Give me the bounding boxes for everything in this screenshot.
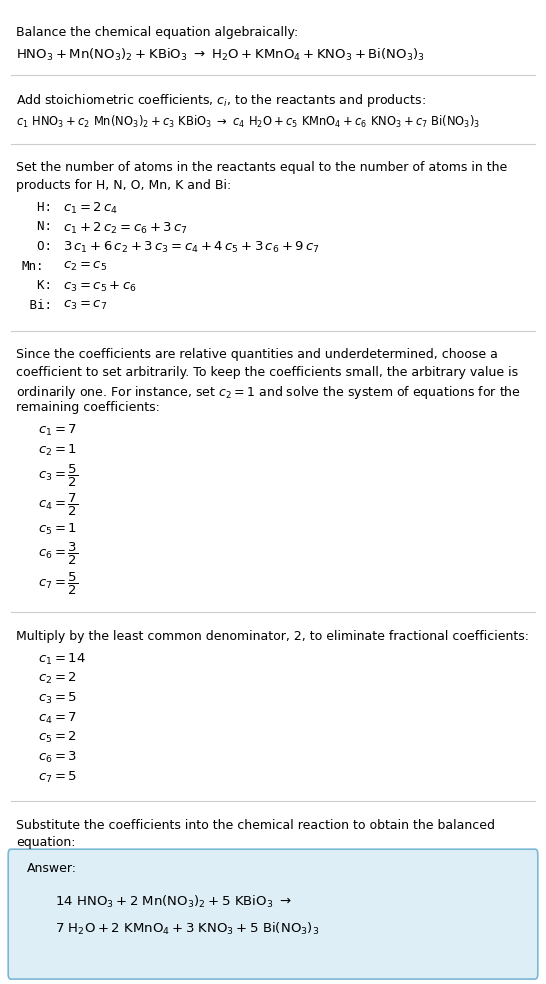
Text: $c_5 = 2$: $c_5 = 2$ — [38, 730, 77, 745]
Text: $c_6 = \dfrac{3}{2}$: $c_6 = \dfrac{3}{2}$ — [38, 541, 79, 568]
Text: $c_3 = c_7$: $c_3 = c_7$ — [63, 299, 107, 312]
Text: $3\,c_1 + 6\,c_2 + 3\,c_3 = c_4 + 4\,c_5 + 3\,c_6 + 9\,c_7$: $3\,c_1 + 6\,c_2 + 3\,c_3 = c_4 + 4\,c_5… — [63, 240, 319, 255]
Text: $c_5 = 1$: $c_5 = 1$ — [38, 522, 78, 536]
Text: remaining coefficients:: remaining coefficients: — [16, 401, 161, 414]
Text: $c_2 = 2$: $c_2 = 2$ — [38, 671, 77, 686]
Text: $c_1 = 7$: $c_1 = 7$ — [38, 423, 78, 438]
Text: $c_3 = \dfrac{5}{2}$: $c_3 = \dfrac{5}{2}$ — [38, 462, 79, 489]
Text: equation:: equation: — [16, 836, 76, 849]
Text: Balance the chemical equation algebraically:: Balance the chemical equation algebraica… — [16, 26, 299, 38]
Text: Add stoichiometric coefficients, $c_i$, to the reactants and products:: Add stoichiometric coefficients, $c_i$, … — [16, 92, 426, 109]
Text: $c_2 = c_5$: $c_2 = c_5$ — [63, 260, 107, 273]
Text: $c_1\ \mathrm{HNO_3} + c_2\ \mathrm{Mn(NO_3)_2} + c_3\ \mathrm{KBiO_3}\ \rightar: $c_1\ \mathrm{HNO_3} + c_2\ \mathrm{Mn(N… — [16, 114, 480, 130]
Text: Answer:: Answer: — [27, 862, 78, 875]
Text: $c_6 = 3$: $c_6 = 3$ — [38, 750, 78, 765]
Text: $7\ \mathrm{H_2O} + 2\ \mathrm{KMnO_4} + 3\ \mathrm{KNO_3} + 5\ \mathrm{Bi(NO_3): $7\ \mathrm{H_2O} + 2\ \mathrm{KMnO_4} +… — [55, 921, 319, 937]
Text: $c_7 = \dfrac{5}{2}$: $c_7 = \dfrac{5}{2}$ — [38, 571, 79, 597]
Text: $c_1 = 2\,c_4$: $c_1 = 2\,c_4$ — [63, 201, 118, 215]
Text: $c_7 = 5$: $c_7 = 5$ — [38, 769, 78, 784]
Text: Since the coefficients are relative quantities and underdetermined, choose a: Since the coefficients are relative quan… — [16, 348, 498, 361]
Text: Mn:: Mn: — [22, 260, 44, 273]
Text: $c_3 = c_5 + c_6$: $c_3 = c_5 + c_6$ — [63, 279, 137, 293]
Text: Multiply by the least common denominator, 2, to eliminate fractional coefficient: Multiply by the least common denominator… — [16, 630, 530, 643]
Text: $c_1 + 2\,c_2 = c_6 + 3\,c_7$: $c_1 + 2\,c_2 = c_6 + 3\,c_7$ — [63, 220, 188, 235]
Text: $\mathrm{HNO_3 + Mn(NO_3)_2 + KBiO_3}\ \rightarrow\ \mathrm{H_2O + KMnO_4 + KNO_: $\mathrm{HNO_3 + Mn(NO_3)_2 + KBiO_3}\ \… — [16, 47, 425, 63]
Text: $c_1 = 14$: $c_1 = 14$ — [38, 651, 86, 666]
FancyBboxPatch shape — [8, 849, 538, 979]
Text: Bi:: Bi: — [22, 299, 52, 312]
Text: N:: N: — [22, 220, 52, 233]
Text: products for H, N, O, Mn, K and Bi:: products for H, N, O, Mn, K and Bi: — [16, 179, 232, 192]
Text: Set the number of atoms in the reactants equal to the number of atoms in the: Set the number of atoms in the reactants… — [16, 161, 508, 174]
Text: coefficient to set arbitrarily. To keep the coefficients small, the arbitrary va: coefficient to set arbitrarily. To keep … — [16, 366, 519, 379]
Text: $c_2 = 1$: $c_2 = 1$ — [38, 443, 78, 458]
Text: ordinarily one. For instance, set $c_2 = 1$ and solve the system of equations fo: ordinarily one. For instance, set $c_2 =… — [16, 384, 521, 400]
Text: $14\ \mathrm{HNO_3} + 2\ \mathrm{Mn(NO_3)_2} + 5\ \mathrm{KBiO_3}\ \rightarrow$: $14\ \mathrm{HNO_3} + 2\ \mathrm{Mn(NO_3… — [55, 893, 291, 909]
Text: O:: O: — [22, 240, 52, 253]
Text: $c_3 = 5$: $c_3 = 5$ — [38, 691, 78, 706]
Text: $c_4 = \dfrac{7}{2}$: $c_4 = \dfrac{7}{2}$ — [38, 492, 79, 519]
Text: $c_4 = 7$: $c_4 = 7$ — [38, 710, 78, 725]
Text: K:: K: — [22, 279, 52, 292]
Text: Substitute the coefficients into the chemical reaction to obtain the balanced: Substitute the coefficients into the che… — [16, 819, 495, 831]
Text: H:: H: — [22, 201, 52, 214]
